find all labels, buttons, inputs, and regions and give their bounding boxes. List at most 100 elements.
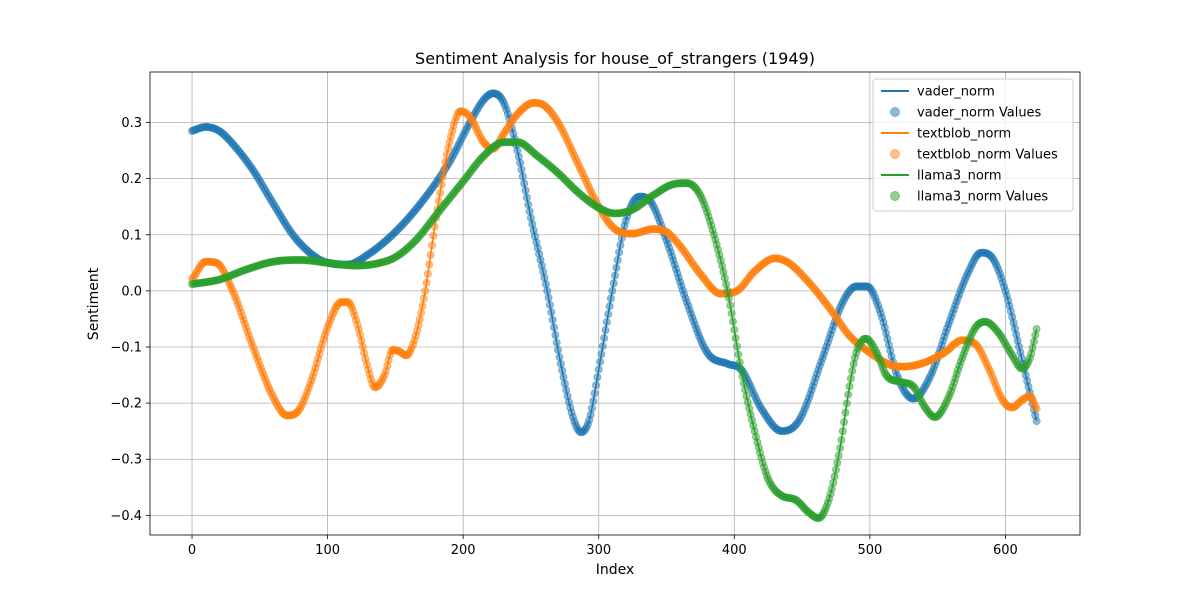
data-point (1032, 404, 1041, 413)
data-point (602, 317, 611, 326)
legend: vader_norm vader_norm Values textblob_norm… (872, 78, 1074, 212)
data-point (593, 373, 602, 382)
data-point (845, 382, 854, 391)
data-point (524, 200, 533, 209)
data-point (436, 188, 445, 197)
data-point (548, 315, 557, 324)
legend-label: llama3_norm Values (917, 190, 1048, 205)
data-point (1032, 325, 1041, 334)
data-point (842, 399, 851, 408)
legend-label: vader_norm (917, 85, 995, 100)
data-point (613, 255, 622, 264)
data-point (521, 186, 530, 195)
x-tick-label: 200 (451, 543, 476, 558)
data-point (418, 301, 427, 310)
data-point (834, 451, 843, 460)
data-point (438, 172, 447, 181)
legend-box (872, 78, 1074, 212)
data-point (723, 286, 732, 295)
axes-layer: 0 100 200 300 400 500 600 −0.4 −0.3 −0.2 −0.1 0.0 0.… (110, 71, 1081, 558)
x-tick-label: 600 (993, 543, 1018, 558)
data-point (1029, 337, 1038, 346)
data-point (555, 353, 564, 362)
data-point (421, 286, 430, 295)
data-point (587, 404, 596, 413)
data-point (540, 273, 549, 282)
data-point (440, 165, 449, 174)
x-tick-label: 100 (315, 543, 340, 558)
data-point (601, 326, 610, 335)
data-point (608, 286, 617, 295)
data-point (525, 207, 534, 216)
data-point (728, 317, 737, 326)
data-point (556, 359, 565, 368)
legend-label: textblob_norm (917, 127, 1011, 142)
data-point (612, 263, 621, 272)
data-point (844, 390, 853, 399)
data-point (560, 379, 569, 388)
data-point (722, 280, 731, 289)
data-point (545, 300, 554, 309)
data-point (442, 150, 451, 159)
y-tick-label: 0.1 (121, 228, 142, 243)
data-point (724, 293, 733, 302)
data-point (836, 444, 845, 453)
data-point (547, 308, 556, 317)
data-point (831, 465, 840, 474)
data-point (606, 294, 615, 303)
data-point (730, 325, 739, 334)
data-point (841, 408, 850, 417)
data-point (609, 279, 618, 288)
data-point (426, 250, 435, 259)
data-point (586, 410, 595, 419)
data-point (727, 309, 736, 318)
data-point (833, 458, 842, 467)
data-point (731, 334, 740, 343)
data-point (605, 302, 614, 311)
data-point (590, 389, 599, 398)
series-points-llama3_norm (188, 138, 1041, 523)
data-point (429, 231, 438, 240)
chart-title: Sentiment Analysis for house_of_stranger… (415, 49, 815, 69)
data-point (830, 472, 839, 481)
data-point (417, 308, 426, 317)
data-point (422, 278, 431, 287)
data-point (726, 301, 735, 310)
data-point (611, 271, 620, 280)
legend-marker-swatch (890, 191, 900, 201)
plot-layer (188, 89, 1041, 523)
plot-frame (149, 71, 1081, 536)
data-point (427, 241, 436, 250)
data-point (838, 427, 847, 436)
legend-item: vader_norm (881, 85, 995, 100)
data-point (616, 241, 625, 250)
y-tick-label: −0.3 (110, 453, 142, 468)
data-point (441, 157, 450, 166)
data-point (423, 269, 432, 278)
data-point (554, 345, 563, 354)
legend-label: textblob_norm Values (917, 148, 1058, 163)
data-point (437, 180, 446, 189)
data-point (419, 294, 428, 303)
legend-marker-swatch (890, 107, 900, 117)
y-tick-label: −0.1 (110, 340, 142, 355)
data-point (604, 310, 613, 319)
y-tick-label: −0.4 (110, 509, 142, 524)
data-point (549, 323, 558, 332)
data-point (514, 152, 523, 161)
data-point (520, 179, 529, 188)
legend-item: textblob_norm (881, 127, 1011, 142)
data-point (735, 358, 744, 367)
x-tick-label: 300 (586, 543, 611, 558)
y-axis-label: Sentiment (86, 267, 102, 340)
data-point (600, 334, 609, 343)
data-point (597, 349, 606, 358)
legend-item: llama3_norm (881, 169, 1002, 184)
data-point (741, 385, 750, 394)
series-points-vader_norm (188, 89, 1041, 437)
y-tick-label: −0.2 (110, 397, 142, 412)
data-point (558, 366, 567, 375)
legend-item: vader_norm Values (890, 106, 1042, 121)
